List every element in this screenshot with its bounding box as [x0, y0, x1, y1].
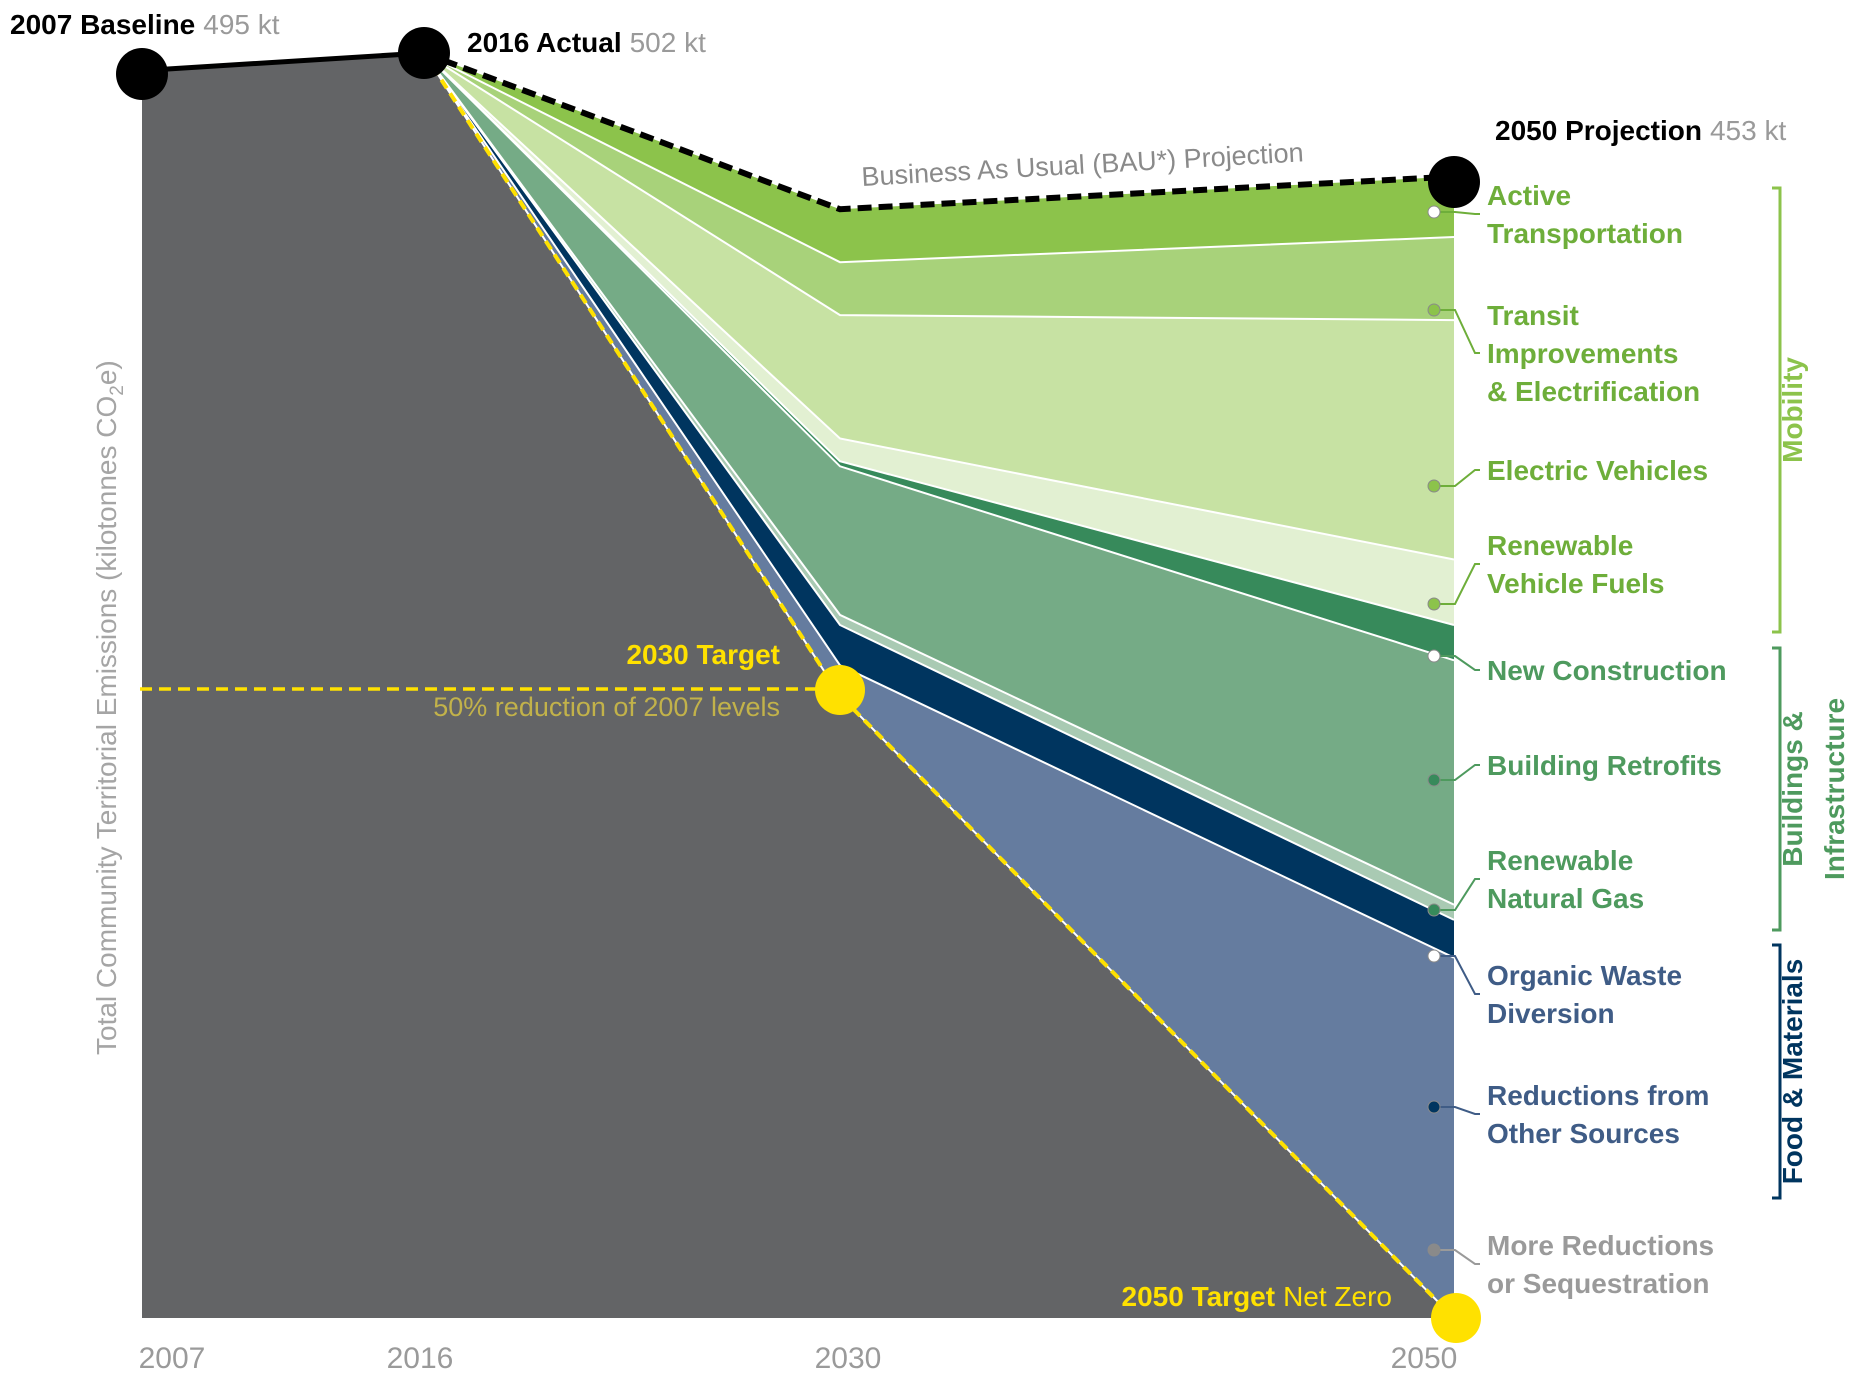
legend-leader	[1434, 1249, 1480, 1265]
wedge-separator	[423, 52, 1455, 264]
legend-marker-active-transportation	[1427, 205, 1441, 219]
wedge-separator	[423, 52, 1455, 906]
legend-marker-organic-waste-diversion	[1427, 949, 1441, 963]
legend-marker-transit-improvements-and-electrification	[1427, 303, 1441, 317]
marker-2050-projection	[1428, 156, 1480, 208]
legend-marker-more-reductions-or-sequestration	[1427, 1243, 1441, 1257]
baseline-annotation: 2007 Baseline 495 kt	[10, 9, 280, 40]
bau-projection-line	[422, 50, 1455, 213]
legend-label-new-construction: New Construction	[1487, 655, 1727, 686]
marker-2050-target	[1431, 1293, 1481, 1343]
wedge-new-construction	[424, 53, 1454, 661]
legend-label-transit-improvements-and-electrification: Transit Improvements & Electrification	[1487, 300, 1700, 407]
projection-annotation: 2050 Projection 453 kt	[1495, 115, 1786, 146]
group-label-infrastructure: Infrastructure	[1819, 698, 1850, 880]
legend-leader	[1434, 878, 1480, 911]
legend-marker-electric-vehicles	[1427, 479, 1441, 493]
legend-label-active-transportation: Active Transportation	[1487, 180, 1683, 249]
legend-label-more-reductions-or-sequestration: More Reductions or Sequestration	[1487, 1230, 1714, 1299]
group-label-food-and-materials: Food & Materials	[1777, 959, 1808, 1185]
wedge-reductions-from-other-sources	[424, 53, 1454, 1318]
wedge-building-retrofits	[424, 53, 1454, 905]
group-label-mobility: Mobility	[1777, 357, 1808, 463]
x-tick-2030: 2030	[815, 1342, 882, 1369]
group-label-buildings-and: Buildings &	[1777, 711, 1808, 867]
wedge-transit-improvements-and-electrification	[424, 53, 1454, 321]
legend-leader	[1434, 764, 1480, 781]
y-axis-label: Total Community Territorial Emissions (k…	[91, 360, 128, 1055]
legend-label-reductions-from-other-sources: Reductions from Other Sources	[1487, 1080, 1709, 1149]
group-bracket-food-and-materials	[1772, 943, 1782, 1200]
legend-label-organic-waste-diversion: Organic Waste Diversion	[1487, 960, 1682, 1029]
target-2050-annotation: 2050 Target Net Zero	[1122, 1281, 1393, 1312]
x-tick-2016: 2016	[387, 1342, 454, 1369]
wedge-electric-vehicles	[424, 53, 1454, 560]
legend-marker-reductions-from-other-sources	[1427, 1100, 1441, 1114]
target-path-line	[422, 51, 1456, 1320]
wedge-separator	[423, 52, 1455, 921]
group-bracket-buildings-and-infrastructure	[1772, 646, 1782, 932]
wedge-separator	[423, 52, 1455, 626]
legend-leader	[1434, 211, 1480, 215]
actual-annotation: 2016 Actual 502 kt	[467, 27, 706, 58]
marker-2007-baseline	[116, 48, 168, 100]
x-tick-2007: 2007	[139, 1342, 206, 1369]
legend-leader	[1434, 309, 1480, 354]
historic-emissions-line	[141, 50, 425, 74]
target-2030-subtitle: 50% reduction of 2007 levels	[433, 692, 780, 722]
legend-marker-building-retrofits	[1427, 773, 1441, 787]
legend-label-building-retrofits: Building Retrofits	[1487, 750, 1722, 781]
wedge-active-transportation	[424, 53, 1454, 263]
legend-marker-renewable-vehicle-fuels	[1427, 597, 1441, 611]
legend-label-electric-vehicles: Electric Vehicles	[1487, 455, 1708, 486]
legend-label-renewable-natural-gas: Renewable Natural Gas	[1487, 845, 1644, 914]
legend-leader	[1434, 655, 1480, 671]
wedge-renewable-vehicle-fuels	[424, 53, 1454, 625]
marker-2016-actual	[398, 27, 450, 79]
legend-label-renewable-vehicle-fuels: Renewable Vehicle Fuels	[1487, 530, 1664, 599]
legend-marker-renewable-natural-gas	[1427, 903, 1441, 917]
target-2030-label: 2030 Target	[626, 639, 780, 670]
group-bracket-mobility	[1772, 186, 1782, 634]
legend-leader	[1434, 469, 1480, 487]
wedge-separator	[423, 52, 1455, 662]
bau-annotation: Business As Usual (BAU*) Projection	[861, 137, 1305, 192]
x-tick-2050: 2050	[1391, 1342, 1458, 1369]
wedge-separator	[423, 52, 1455, 322]
wedge-separator	[423, 52, 1455, 561]
legend-leader	[1434, 955, 1480, 995]
remaining-emissions-area	[142, 53, 1454, 1318]
legend-marker-new-construction	[1427, 649, 1441, 663]
marker-2030-target	[815, 665, 865, 715]
legend-leader	[1434, 1106, 1480, 1115]
legend-leader	[1434, 563, 1480, 605]
